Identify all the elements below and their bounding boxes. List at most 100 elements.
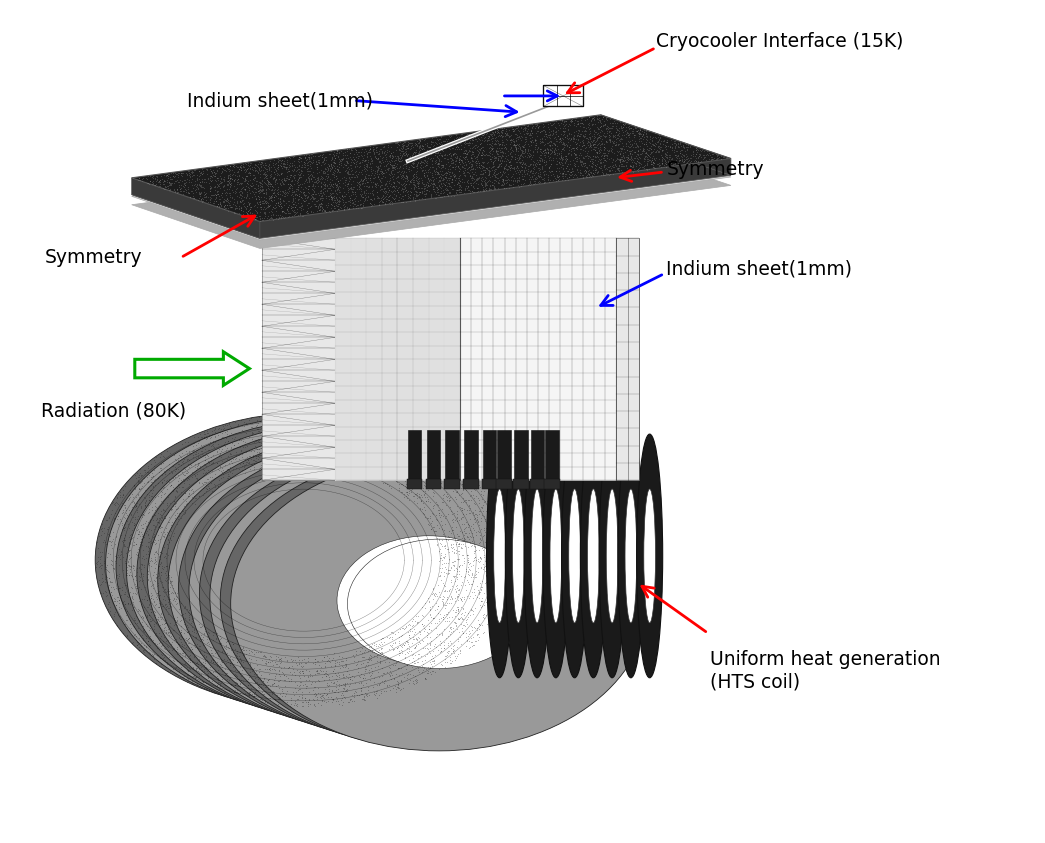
Point (342, 158, 358, 172)
Point (238, 191, 255, 204)
Point (462, 640, 479, 653)
Point (452, 472, 469, 486)
Point (141, 502, 158, 516)
Point (479, 617, 495, 631)
Point (602, 130, 619, 143)
Point (335, 670, 352, 684)
Point (299, 158, 316, 172)
Point (218, 652, 235, 666)
Point (218, 464, 235, 478)
Point (514, 141, 531, 154)
Point (162, 577, 179, 590)
Point (552, 135, 568, 148)
Point (463, 133, 480, 147)
Point (368, 178, 385, 191)
Point (350, 443, 367, 456)
Point (300, 150, 317, 164)
Point (330, 649, 347, 663)
Point (594, 132, 610, 146)
Point (547, 125, 563, 138)
Point (483, 160, 500, 174)
Point (138, 470, 155, 484)
Point (612, 163, 629, 176)
Point (588, 145, 605, 158)
Point (465, 185, 482, 198)
Point (291, 155, 307, 169)
Point (156, 651, 172, 664)
Point (674, 153, 691, 166)
Point (421, 475, 438, 489)
Point (412, 156, 428, 169)
Point (540, 149, 557, 163)
Point (319, 183, 335, 196)
Point (596, 126, 612, 140)
Point (305, 178, 322, 191)
Point (133, 562, 149, 576)
Point (203, 164, 219, 178)
Point (320, 159, 336, 173)
Point (299, 207, 316, 220)
Point (147, 590, 164, 604)
Point (465, 518, 482, 531)
Point (622, 153, 638, 166)
Point (623, 159, 640, 173)
Point (293, 201, 309, 215)
Point (411, 185, 427, 199)
Point (271, 659, 287, 673)
Point (428, 512, 445, 525)
Point (531, 170, 548, 184)
Point (461, 499, 478, 513)
Point (226, 179, 242, 192)
Point (409, 139, 425, 153)
Point (276, 660, 293, 674)
Point (152, 619, 168, 632)
Point (377, 192, 394, 206)
Point (232, 161, 249, 175)
Point (433, 168, 449, 181)
Point (226, 438, 242, 451)
Point (357, 186, 374, 200)
Point (320, 411, 336, 425)
Point (203, 169, 219, 183)
Point (390, 193, 407, 207)
Point (155, 631, 171, 644)
Point (325, 155, 342, 169)
Point (106, 561, 122, 574)
Point (175, 472, 191, 486)
Point (497, 147, 514, 160)
Point (356, 191, 373, 205)
Point (486, 570, 503, 583)
Point (402, 175, 419, 188)
Point (482, 532, 498, 545)
Point (304, 187, 321, 201)
Point (206, 196, 223, 210)
Point (222, 180, 238, 194)
Point (395, 638, 412, 652)
Point (659, 155, 676, 169)
Point (395, 185, 412, 198)
Point (552, 161, 568, 175)
Point (305, 188, 322, 201)
Point (210, 196, 227, 210)
Point (488, 144, 505, 158)
Point (135, 612, 152, 626)
Point (486, 169, 503, 182)
Point (229, 201, 246, 215)
Point (252, 198, 269, 212)
Point (431, 614, 447, 627)
Point (671, 153, 688, 167)
Point (270, 697, 286, 711)
Point (468, 529, 485, 542)
Point (317, 203, 333, 217)
Point (508, 142, 525, 156)
Point (279, 202, 296, 216)
Point (322, 162, 339, 175)
Point (209, 174, 226, 187)
Point (351, 165, 368, 179)
Point (332, 191, 349, 205)
Point (611, 153, 628, 166)
Point (161, 568, 178, 582)
Point (358, 194, 375, 207)
Point (470, 170, 487, 184)
Point (513, 157, 530, 170)
